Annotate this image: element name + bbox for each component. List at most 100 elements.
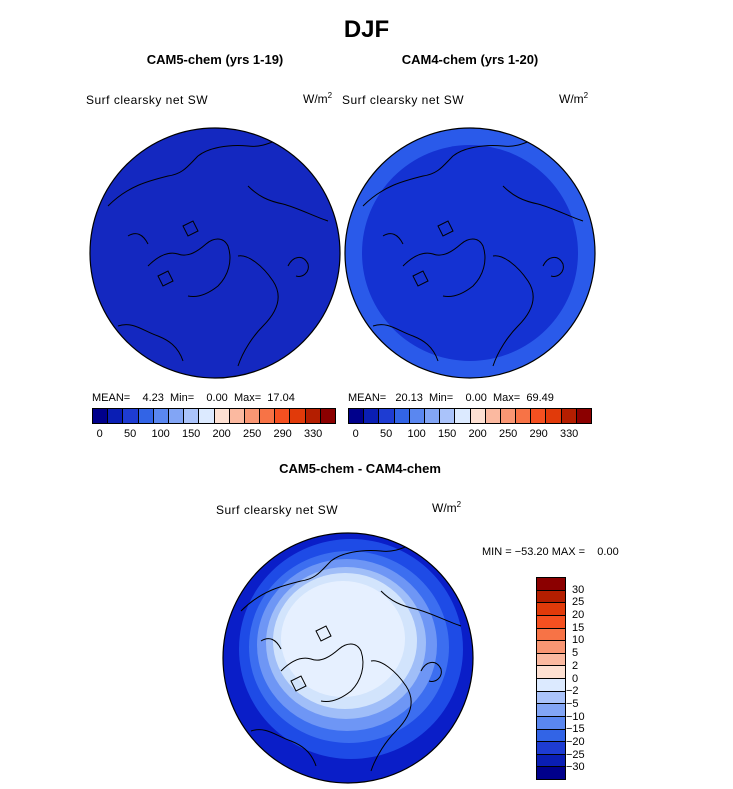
- left-colorbar-segment: [184, 409, 200, 423]
- diff-variable-label: Surf clearsky net SW: [216, 503, 339, 517]
- right-colorbar-segment: [485, 409, 501, 423]
- diff-contour-fills: [223, 533, 473, 783]
- diff-colorbar-segment: [537, 767, 565, 779]
- right-colorbar-segment: [470, 409, 486, 423]
- diff-colorbar-segment: [537, 641, 565, 654]
- left-colorbar-segment: [93, 409, 109, 423]
- diff-colorbar-tick-label: −10: [566, 710, 585, 723]
- diff-colorbar-tick-label: −2: [566, 685, 579, 698]
- diff-coastlines: [240, 540, 462, 772]
- left-colorbar-segment: [153, 409, 169, 423]
- left-colorbar-segment: [305, 409, 321, 423]
- diff-colorbar-segment: [537, 653, 565, 667]
- diff-colorbar-tick-label: 10: [572, 634, 585, 647]
- left-colorbar-segment: [199, 409, 215, 423]
- diff-colorbar-tick-label: −20: [566, 735, 585, 748]
- diff-colorbar-segment: [537, 704, 565, 717]
- diff-colorbar-segment: [537, 590, 565, 604]
- diff-colorbar-tick-label: 25: [572, 596, 585, 609]
- diff-colorbar-segment: [537, 679, 565, 692]
- right-colorbar-tick-label: 150: [437, 428, 457, 440]
- diff-colorbar-tick-label: 2: [572, 659, 579, 672]
- left-colorbar-tick-label: 50: [124, 428, 137, 440]
- right-colorbar-segment: [440, 409, 456, 423]
- left-panel-title: CAM5-chem (yrs 1-19): [146, 52, 284, 67]
- left-polar-map: [89, 127, 341, 379]
- diff-colorbar-segment: [537, 729, 565, 743]
- left-colorbar-tick-label: 250: [242, 428, 262, 440]
- right-colorbar-segment: [516, 409, 532, 423]
- left-colorbar-tick-label: 0: [96, 428, 103, 440]
- left-colorbar-ticks: 0 50 100 150 200 250 290 330: [92, 428, 336, 442]
- diff-colorbar-tick-label: 15: [572, 621, 585, 634]
- right-map-inner-fill: [362, 145, 578, 361]
- left-coastlines: [107, 135, 329, 367]
- right-colorbar-segment: [561, 409, 577, 423]
- right-colorbar-segment: [364, 409, 380, 423]
- diff-colorbar-tick-label: −25: [566, 748, 585, 761]
- left-colorbar-segment: [320, 409, 335, 423]
- right-colorbar-segment: [424, 409, 441, 423]
- left-colorbar-segment: [123, 409, 139, 423]
- left-colorbar-segment: [138, 409, 154, 423]
- diff-colorbar-ticks: 30 25 20 15 10 5 2 0 −2 −5 −10 −15 −20 −25 −30: [566, 577, 612, 780]
- right-coastlines: [362, 135, 584, 367]
- right-colorbar-tick-label: 100: [407, 428, 426, 440]
- diff-colorbar-segment: [537, 615, 565, 629]
- diff-colorbar-tick-label: −30: [566, 761, 585, 774]
- figure-title: DJF: [343, 16, 390, 43]
- left-colorbar-segment: [275, 409, 291, 423]
- diff-panel-title: CAM5-chem - CAM4-chem: [279, 461, 441, 476]
- right-colorbar-segment: [409, 409, 425, 423]
- diff-colorbar-segment: [537, 578, 565, 591]
- right-colorbar-ticks: 0 50 100 150 200 250 290 330: [348, 428, 592, 442]
- diff-colorbar-segment: [537, 691, 565, 705]
- right-colorbar-segment: [349, 409, 365, 423]
- diff-colorbar-segment: [537, 603, 565, 616]
- right-polar-map: [344, 127, 596, 379]
- diff-colorbar-segment: [537, 742, 565, 755]
- right-units-label: W/m2: [559, 91, 589, 106]
- left-colorbar-tick-label: 200: [212, 428, 231, 440]
- right-colorbar-segment: [531, 409, 547, 423]
- right-colorbar-segment: [546, 409, 562, 423]
- left-variable-label: Surf clearsky net SW: [86, 93, 209, 107]
- diff-colorbar-tick-label: 5: [572, 647, 579, 660]
- left-colorbar-tick-label: 330: [303, 428, 323, 440]
- right-colorbar-tick-label: 330: [559, 428, 579, 440]
- left-colorbar-segment: [229, 409, 245, 423]
- right-colorbar-tick-label: 200: [468, 428, 487, 440]
- left-colorbar-segment: [214, 409, 230, 423]
- right-colorbar-segment: [455, 409, 471, 423]
- left-colorbar: [92, 408, 336, 424]
- diff-colorbar-tick-label: 0: [572, 672, 579, 685]
- diff-colorbar-segment: [537, 716, 565, 730]
- left-colorbar-segment: [244, 409, 261, 423]
- diff-colorbar-tick-label: −5: [566, 697, 579, 710]
- right-colorbar-segment: [394, 409, 410, 423]
- left-colorbar-segment: [290, 409, 306, 423]
- diff-stats: MIN = −53.20 MAX = 0.00: [482, 546, 619, 558]
- right-colorbar-tick-label: 50: [380, 428, 393, 440]
- right-colorbar-segment: [500, 409, 517, 423]
- right-colorbar-tick-label: 250: [498, 428, 518, 440]
- diff-colorbar-segment: [537, 754, 565, 768]
- diff-units-label: W/m2: [432, 500, 462, 515]
- left-colorbar-tick-label: 290: [273, 428, 292, 440]
- diff-colorbar: [536, 577, 566, 780]
- diff-colorbar-tick-label: −15: [566, 723, 585, 736]
- right-colorbar-segment: [379, 409, 395, 423]
- right-panel-title: CAM4-chem (yrs 1-20): [401, 52, 539, 67]
- diff-colorbar-tick-label: 30: [572, 583, 585, 596]
- right-colorbar-segment: [576, 409, 591, 423]
- left-colorbar-segment: [108, 409, 124, 423]
- left-stats: MEAN= 4.23 Min= 0.00 Max= 17.04: [92, 392, 295, 404]
- right-variable-label: Surf clearsky net SW: [342, 93, 465, 107]
- left-colorbar-segment: [260, 409, 276, 423]
- left-units-label: W/m2: [303, 91, 333, 106]
- right-stats: MEAN= 20.13 Min= 0.00 Max= 69.49: [348, 392, 554, 404]
- diff-colorbar-segment: [537, 628, 565, 642]
- right-colorbar-tick-label: 290: [529, 428, 548, 440]
- left-colorbar-tick-label: 100: [151, 428, 170, 440]
- diff-polar-map: [222, 532, 474, 784]
